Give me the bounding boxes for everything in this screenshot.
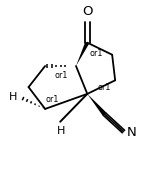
Text: H: H: [57, 126, 65, 136]
Text: or1: or1: [54, 70, 68, 80]
Polygon shape: [87, 94, 106, 116]
Text: or1: or1: [90, 49, 103, 58]
Text: O: O: [82, 5, 93, 18]
Polygon shape: [76, 42, 89, 66]
Text: or1: or1: [46, 95, 59, 104]
Text: H: H: [9, 92, 17, 102]
Text: N: N: [127, 126, 137, 139]
Text: or1: or1: [98, 83, 111, 92]
